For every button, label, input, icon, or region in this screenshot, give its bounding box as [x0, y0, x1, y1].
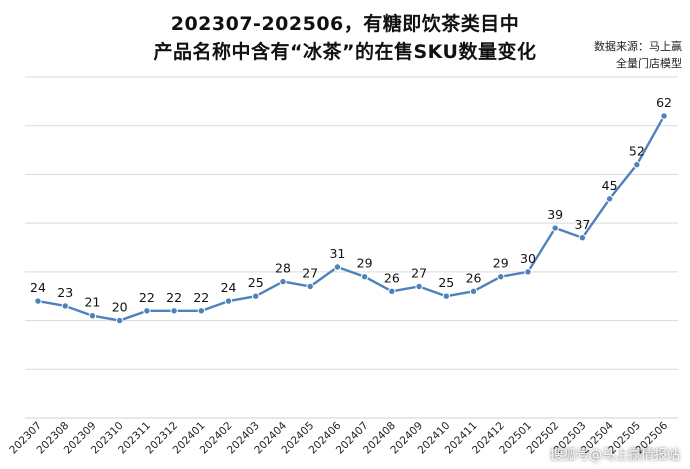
data-point — [578, 234, 587, 242]
data-label: 52 — [629, 144, 645, 159]
data-label: 22 — [193, 290, 209, 305]
data-point — [252, 292, 260, 300]
data-label: 21 — [84, 295, 100, 310]
data-label: 25 — [248, 275, 264, 290]
data-label: 39 — [547, 207, 563, 222]
data-point — [660, 112, 668, 120]
data-point — [143, 307, 151, 315]
data-point — [360, 273, 369, 281]
data-label: 62 — [656, 95, 672, 110]
data-label: 25 — [438, 275, 454, 290]
data-point — [551, 224, 559, 232]
source-note-line-1: 数据来源：马上赢 — [594, 40, 682, 53]
chart-title-line-2: 产品名称中含有“冰茶”的在售SKU数量变化 — [153, 41, 537, 63]
data-label: 45 — [602, 178, 618, 193]
series-line — [37, 115, 666, 322]
data-label: 31 — [329, 246, 345, 261]
data-label: 22 — [139, 290, 155, 305]
data-point — [469, 287, 478, 296]
data-point — [197, 307, 206, 315]
data-label: 27 — [302, 265, 318, 280]
data-point — [333, 263, 342, 271]
data-point — [605, 195, 614, 203]
data-label: 24 — [221, 280, 237, 295]
data-label: 27 — [411, 265, 427, 280]
data-label: 26 — [384, 270, 400, 285]
data-label: 30 — [520, 251, 536, 266]
data-point — [61, 302, 69, 310]
data-label: 20 — [112, 300, 128, 315]
data-point — [170, 307, 178, 315]
data-point — [88, 312, 97, 320]
data-point — [415, 282, 423, 291]
data-label: 23 — [57, 285, 73, 300]
chart-title-line-1: 202307-202506，有糖即饮茶类目中 — [170, 13, 520, 35]
data-point — [115, 316, 124, 325]
data-point — [279, 277, 287, 286]
source-note-line-2: 全量门店模型 — [616, 57, 682, 70]
watermark: 搜狐号@马上赢情报站 — [549, 448, 680, 463]
data-point — [633, 160, 641, 169]
data-label: 22 — [166, 290, 182, 305]
data-point — [497, 273, 505, 281]
data-point — [442, 292, 450, 300]
data-point — [524, 268, 532, 276]
data-label: 24 — [30, 280, 46, 295]
data-label: 29 — [357, 256, 373, 271]
data-label: 28 — [275, 261, 291, 276]
data-label: 26 — [466, 270, 482, 285]
data-point — [306, 282, 314, 291]
data-point — [388, 287, 396, 296]
data-label: 37 — [574, 217, 590, 232]
data-point — [224, 297, 233, 305]
data-label: 29 — [493, 256, 509, 271]
data-point — [34, 297, 42, 305]
